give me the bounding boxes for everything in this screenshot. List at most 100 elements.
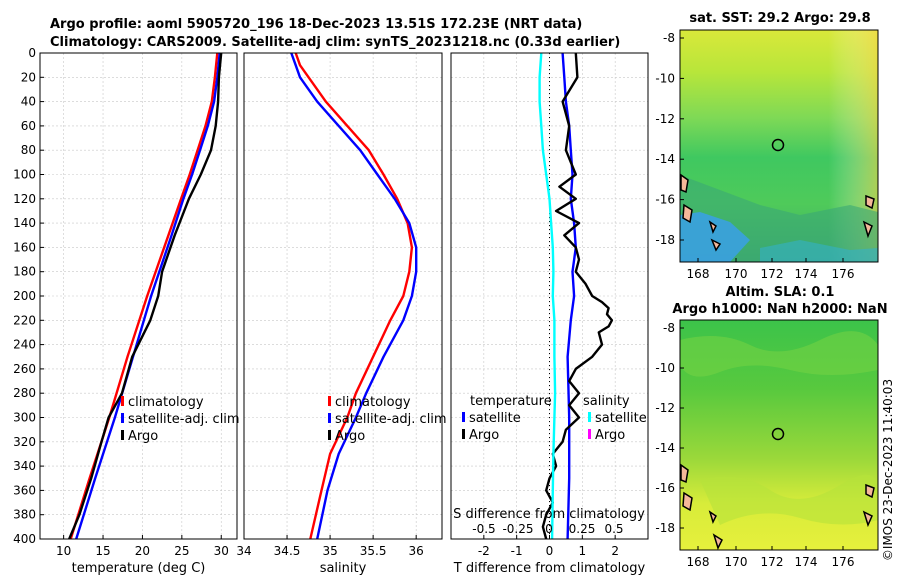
map-y-tick-label: -16 xyxy=(655,193,675,207)
x-tick-label: 35.5 xyxy=(360,544,387,558)
y-tick-label: 20 xyxy=(21,70,36,84)
y-tick-label: 60 xyxy=(21,119,36,133)
x-tick-label: -2 xyxy=(478,544,490,558)
map-x-tick-label: 168 xyxy=(687,555,710,569)
y-tick-label: 280 xyxy=(13,386,36,400)
map-y-tick-label: -18 xyxy=(655,521,675,535)
sla-map-band-2 xyxy=(700,474,879,525)
series-line-climatology xyxy=(294,52,414,540)
y-tick-label: 380 xyxy=(13,508,36,522)
sla-map: 168 170 172 174 176 -8 -10 -12 -14 -16 -18 xyxy=(655,319,879,569)
y-tick-label: 100 xyxy=(13,168,36,182)
map-y-tick-label: -18 xyxy=(655,233,675,247)
x-axis-label: salinity xyxy=(320,561,367,576)
legend-swatch xyxy=(121,396,124,406)
s-difference-tick-label: -0.25 xyxy=(502,522,533,536)
map-y-tick-label: -14 xyxy=(655,441,675,455)
legend-label: climatology xyxy=(128,395,204,410)
sla-map-coastlines xyxy=(680,463,875,551)
legend-label: satellite xyxy=(595,411,647,426)
salinity-panel: 34 34.5 35 35.5 36 salinity climatology satelli… xyxy=(236,52,447,576)
legend-swatch xyxy=(462,429,465,439)
y-tick-label: 240 xyxy=(13,338,36,352)
y-tick-label: 160 xyxy=(13,240,36,254)
map-y-tick-label: -8 xyxy=(663,321,675,335)
y-tick-label: 0 xyxy=(28,46,36,60)
legend-swatch xyxy=(588,412,591,422)
argo-height-title: Argo h1000: NaN h2000: NaN xyxy=(672,302,887,317)
legend-title-salinity: salinity xyxy=(583,394,630,409)
legend-swatch xyxy=(328,413,331,423)
header-title-line1: Argo profile: aoml 5905720_196 18-Dec-20… xyxy=(50,17,582,32)
legend-swatch xyxy=(328,430,331,440)
x-axis-label: temperature (deg C) xyxy=(72,561,206,576)
imos-credit: ©IMOS 23-Dec-2023 11:40:03 xyxy=(881,379,895,561)
map-x-tick-label: 172 xyxy=(761,267,784,281)
y-tick-label: 140 xyxy=(13,216,36,230)
x-axis-label: T difference from climatology xyxy=(453,561,646,576)
map-y-tick-label: -12 xyxy=(655,112,675,126)
series-line-t-argo xyxy=(541,52,614,540)
x-tick-label: 1 xyxy=(579,544,587,558)
x-tick-label: 10 xyxy=(56,544,71,558)
map-x-tick-label: 172 xyxy=(761,555,784,569)
sst-map-coastlines xyxy=(680,173,875,252)
legend-swatch xyxy=(121,413,124,423)
series-line-s-satellite xyxy=(538,52,557,540)
sla-map-band xyxy=(680,331,878,377)
panel-frame xyxy=(243,52,443,540)
x-tick-label: 30 xyxy=(214,544,229,558)
series-line-t-satellite xyxy=(561,52,577,540)
sla-map-ticks: 168 170 172 174 176 -8 -10 -12 -14 -16 -18 xyxy=(655,321,854,569)
map-y-tick-label: -12 xyxy=(655,401,675,415)
legend-title-temperature: temperature xyxy=(470,394,552,409)
y-tick-label: 180 xyxy=(13,265,36,279)
sst-map: 168 170 172 174 176 -8 -10 -12 -14 -16 -18 xyxy=(655,29,879,281)
y-tick-label: 220 xyxy=(13,313,36,327)
map-x-tick-label: 170 xyxy=(725,267,748,281)
legend-label: Argo xyxy=(128,429,158,444)
s-difference-axis-label: S difference from climatology xyxy=(453,507,645,522)
x-tick-label: 25 xyxy=(174,544,189,558)
map-x-tick-label: 170 xyxy=(725,555,748,569)
x-tick-label: 2 xyxy=(611,544,619,558)
legend-swatch xyxy=(588,429,591,439)
y-tick-label: 120 xyxy=(13,192,36,206)
legend-swatch xyxy=(121,430,124,440)
sst-map-frame xyxy=(679,29,879,263)
header-title-line2: Climatology: CARS2009. Satellite-adj cli… xyxy=(50,35,620,50)
x-tick-label: 34.5 xyxy=(274,544,301,558)
x-tick-label: -1 xyxy=(511,544,523,558)
sst-map-title: sat. SST: 29.2 Argo: 29.8 xyxy=(689,11,870,26)
map-y-tick-label: -10 xyxy=(655,71,675,85)
legend-label: Argo xyxy=(335,429,365,444)
sst-map-cyan-patch xyxy=(760,240,878,262)
y-tick-label: 360 xyxy=(13,483,36,497)
sst-map-cold-patch xyxy=(680,212,750,262)
sst-map-ticks: 168 170 172 174 176 -8 -10 -12 -14 -16 -18 xyxy=(655,31,854,281)
map-y-tick-label: -8 xyxy=(663,31,675,45)
x-tick-label: 20 xyxy=(135,544,150,558)
sst-map-float-marker xyxy=(771,138,785,152)
sla-map-frame xyxy=(679,319,879,551)
map-y-tick-label: -16 xyxy=(655,481,675,495)
x-tick-label: 35 xyxy=(322,544,337,558)
y-tick-label: 320 xyxy=(13,435,36,449)
legend-swatch xyxy=(462,412,465,422)
map-y-tick-label: -10 xyxy=(655,361,675,375)
s-difference-tick-label: 0 xyxy=(545,522,553,536)
legend-swatch xyxy=(328,396,331,406)
s-difference-tick-label: 0.25 xyxy=(569,522,596,536)
x-tick-label: 36 xyxy=(409,544,424,558)
sla-map-title: Altim. SLA: 0.1 xyxy=(726,285,835,300)
s-difference-tick-label: -0.5 xyxy=(472,522,495,536)
series-line-argo xyxy=(68,52,223,540)
y-tick-label: 40 xyxy=(21,95,36,109)
y-tick-label: 200 xyxy=(13,289,36,303)
map-x-tick-label: 176 xyxy=(832,267,855,281)
y-tick-label: 340 xyxy=(13,459,36,473)
x-tick-label: 34 xyxy=(236,544,251,558)
legend-label: Argo xyxy=(469,428,499,443)
legend-label: climatology xyxy=(335,395,411,410)
